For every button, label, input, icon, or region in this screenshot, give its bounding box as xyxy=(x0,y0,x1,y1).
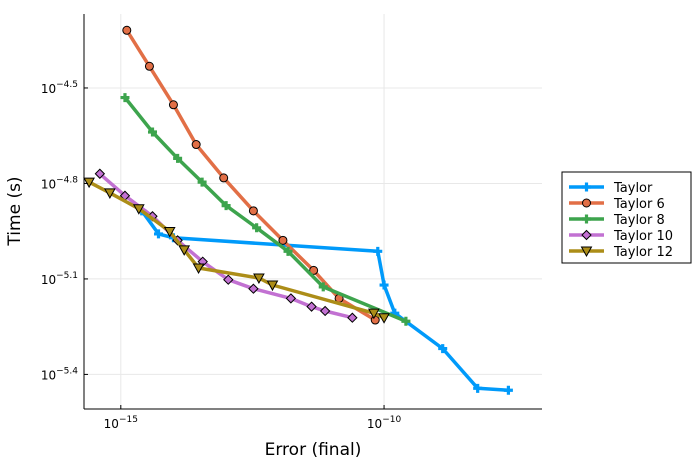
x-tick-base: 10 xyxy=(367,417,382,431)
data-point xyxy=(285,293,297,304)
data-point xyxy=(370,315,380,325)
data-point xyxy=(252,223,262,233)
data-point xyxy=(168,100,178,110)
legend-marker xyxy=(580,246,593,258)
legend-label: Taylor 8 xyxy=(613,213,665,228)
legend-entry: Taylor 12 xyxy=(569,245,673,260)
data-point xyxy=(379,280,389,290)
legend-marker xyxy=(582,214,591,224)
legend-label: Taylor 10 xyxy=(613,229,673,244)
x-tick-label: 10−10 xyxy=(367,415,402,431)
legend-entry: Taylor 6 xyxy=(569,197,665,212)
y-tick-label: 10−4.8 xyxy=(41,175,78,191)
y-tick-base: 10 xyxy=(41,368,56,382)
data-point xyxy=(120,93,130,103)
legend-label: Taylor xyxy=(613,181,653,196)
data-point xyxy=(503,385,513,395)
data-point xyxy=(248,206,258,216)
legend-marker xyxy=(582,182,591,192)
data-point xyxy=(347,312,358,323)
data-point xyxy=(83,177,95,189)
y-axis-title: Time (s) xyxy=(5,176,25,246)
legend-label: Taylor 12 xyxy=(613,245,673,260)
x-tick-label: 10−15 xyxy=(104,415,138,431)
data-point xyxy=(373,246,383,256)
data-point xyxy=(401,316,411,326)
data-point xyxy=(153,229,163,239)
y-tick-label: 10−5.4 xyxy=(41,366,78,382)
data-point xyxy=(318,282,328,292)
plot-area xyxy=(83,25,513,395)
x-tick-exponent: −15 xyxy=(119,415,138,425)
data-point xyxy=(94,168,106,179)
series-4 xyxy=(83,177,390,324)
data-point xyxy=(473,383,483,393)
data-point xyxy=(253,273,265,284)
x-ticks: 10−15 10−10 xyxy=(104,405,402,431)
series-line xyxy=(125,29,377,322)
data-point xyxy=(132,204,145,215)
data-point xyxy=(283,246,293,256)
data-point xyxy=(266,280,279,292)
data-point xyxy=(278,235,288,245)
data-point xyxy=(192,263,205,274)
data-point xyxy=(173,153,183,163)
data-point xyxy=(144,61,154,71)
data-point xyxy=(197,177,207,187)
y-tick-exponent: −4.5 xyxy=(56,80,78,90)
data-point xyxy=(163,226,176,238)
legend-entry: Taylor 10 xyxy=(569,229,673,244)
legend-entry: Taylor 8 xyxy=(569,213,665,228)
data-point xyxy=(221,201,231,211)
legend-entry: Taylor xyxy=(569,181,653,196)
data-point xyxy=(219,173,229,183)
data-point xyxy=(104,188,116,199)
series-line xyxy=(88,180,385,320)
data-point xyxy=(438,344,448,354)
data-point xyxy=(122,25,132,35)
x-tick-base: 10 xyxy=(104,417,119,431)
data-point xyxy=(309,265,319,275)
y-tick-base: 10 xyxy=(41,177,56,191)
axes xyxy=(83,14,542,410)
series-1 xyxy=(122,25,380,325)
legend-marker xyxy=(582,198,591,208)
data-point xyxy=(191,140,201,150)
series-2 xyxy=(120,93,411,326)
y-tick-base: 10 xyxy=(41,82,56,96)
data-point xyxy=(178,245,191,256)
y-tick-exponent: −5.4 xyxy=(56,366,78,376)
data-point xyxy=(248,283,259,294)
data-point xyxy=(319,305,331,317)
y-ticks: 10−4.510−4.810−5.110−5.4 xyxy=(41,80,88,382)
data-point xyxy=(223,274,234,285)
data-point xyxy=(367,308,380,320)
data-point xyxy=(147,127,157,137)
data-point xyxy=(378,313,390,324)
data-point xyxy=(306,301,317,312)
y-tick-label: 10−4.5 xyxy=(41,80,78,96)
legend-marker xyxy=(581,229,592,241)
y-tick-exponent: −5.1 xyxy=(56,271,78,281)
legend-label: Taylor 6 xyxy=(613,197,665,212)
x-tick-exponent: −10 xyxy=(382,415,401,425)
x-axis-title: Error (final) xyxy=(265,440,362,460)
y-tick-exponent: −4.8 xyxy=(56,175,78,185)
y-tick-base: 10 xyxy=(41,273,56,287)
y-tick-label: 10−5.1 xyxy=(41,271,78,287)
